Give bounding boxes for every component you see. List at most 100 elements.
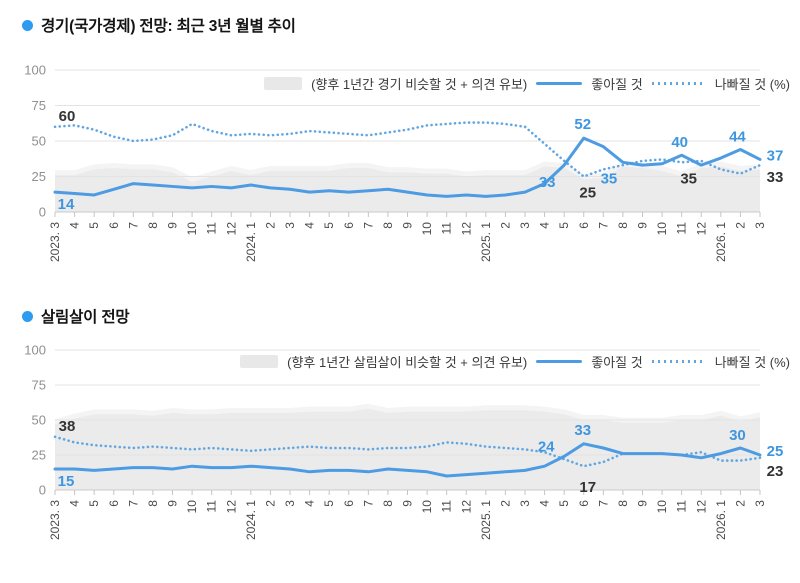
svg-text:25: 25 [32,448,46,463]
band-legend-label: (향후 1년간 경기 비슷할 것 + 의견 유보) [311,77,528,92]
svg-text:2023. 3: 2023. 3 [48,500,62,540]
neutral-band-area [55,166,760,212]
svg-text:11: 11 [205,222,219,235]
svg-text:11: 11 [440,222,454,235]
svg-text:4: 4 [538,500,552,507]
svg-text:3: 3 [753,500,767,507]
good-legend-label: 좋아질 것 [591,355,643,370]
svg-text:12: 12 [694,500,708,514]
svg-text:9: 9 [166,222,180,229]
dotted-line-swatch-icon [651,82,706,85]
svg-text:7: 7 [126,222,140,229]
point-label-15: 15 [58,473,75,490]
svg-text:4: 4 [68,222,82,229]
svg-text:3: 3 [283,222,297,229]
point-label-60: 60 [59,108,76,125]
svg-text:11: 11 [440,500,454,513]
economy-chart-title: 경기(국가경제) 전망: 최근 3년 월별 추이 [22,14,296,36]
svg-text:10: 10 [420,500,434,514]
point-label-14: 14 [58,196,75,213]
svg-text:5: 5 [322,222,336,229]
svg-text:3: 3 [753,222,767,229]
svg-text:11: 11 [675,500,689,513]
svg-text:2: 2 [733,500,747,507]
svg-text:2023. 3: 2023. 3 [48,222,62,262]
band-legend-label: (향후 1년간 살림살이 비슷할 것 + 의견 유보) [287,355,528,370]
point-label-35: 35 [680,170,697,187]
svg-text:3: 3 [518,500,532,507]
x-axis-labels: 2023. 3 4 5 6 7 8 9 10 11 12 2024. 1 2 3 4 5 6 7 8 9 10 11 12… [48,500,767,540]
x-axis-ticks [54,212,761,217]
livelihood-outlook-chart-block: 살림살이 전망 (향후 1년간 살림살이 비슷할 것 + 의견 유보) 좋아질 … [0,295,800,583]
svg-text:9: 9 [401,222,415,229]
svg-text:8: 8 [146,222,160,229]
bullet-icon [22,310,33,322]
svg-text:2024. 1: 2024. 1 [244,500,258,540]
svg-text:12: 12 [459,500,473,514]
data-point-labels: 38 15 24 33 17 30 25 23 [58,418,784,496]
solid-line-swatch-icon [536,360,583,363]
svg-text:100: 100 [24,345,46,358]
svg-text:12: 12 [224,222,238,236]
point-label-30: 30 [729,427,746,444]
svg-text:0: 0 [39,205,46,220]
svg-text:8: 8 [616,500,630,507]
point-label-25: 25 [767,443,784,460]
svg-text:11: 11 [675,222,689,235]
svg-text:6: 6 [342,500,356,507]
bullet-icon [22,19,33,31]
svg-text:7: 7 [596,222,610,229]
svg-text:2025. 1: 2025. 1 [479,222,493,262]
band-swatch-icon [264,77,303,90]
svg-text:10: 10 [420,222,434,236]
svg-text:8: 8 [616,222,630,229]
svg-text:2025. 1: 2025. 1 [479,500,493,540]
svg-text:7: 7 [126,500,140,507]
svg-text:5: 5 [87,500,101,507]
svg-text:2: 2 [263,222,277,229]
band-swatch-icon [240,355,279,368]
svg-text:4: 4 [538,222,552,229]
svg-text:25: 25 [32,169,46,184]
point-label-17: 17 [579,479,596,496]
x-axis-labels: 2023. 3 4 5 6 7 8 9 10 11 12 2024. 1 2 3 4 5 6 7 8 9 10 11 12… [48,222,767,262]
svg-text:10: 10 [655,500,669,514]
svg-text:5: 5 [557,222,571,229]
x-axis-ticks [54,490,761,495]
svg-text:10: 10 [655,222,669,236]
livelihood-chart-title: 살림살이 전망 [22,305,130,327]
point-label-23: 23 [767,463,784,480]
data-point-labels: 60 14 33 52 25 35 40 35 44 37 33 [58,108,784,213]
svg-text:8: 8 [146,500,160,507]
dotted-line-swatch-icon [651,360,706,363]
better-solid-line [53,136,762,198]
svg-text:2026. 1: 2026. 1 [714,500,728,540]
svg-text:9: 9 [636,500,650,507]
point-label-25: 25 [579,185,596,202]
point-label-52: 52 [574,116,591,133]
svg-text:0: 0 [39,483,46,498]
solid-line-swatch-icon [536,82,583,85]
point-label-40: 40 [671,134,688,151]
svg-text:6: 6 [107,500,121,507]
svg-text:10: 10 [185,500,199,514]
svg-text:12: 12 [224,500,238,514]
svg-text:7: 7 [361,222,375,229]
svg-text:5: 5 [87,222,101,229]
economy-chart-legend: (향후 1년간 경기 비슷할 것 + 의견 유보) 좋아질 것 나빠질 것 (%… [264,74,790,93]
svg-text:8: 8 [381,500,395,507]
svg-text:100: 100 [24,63,46,78]
point-label-37: 37 [767,147,784,164]
y-axis-labels: 0 25 50 75 100 [24,345,46,498]
svg-text:2: 2 [498,222,512,229]
svg-text:2: 2 [733,222,747,229]
svg-text:6: 6 [577,500,591,507]
svg-text:2024. 1: 2024. 1 [244,222,258,262]
svg-text:8: 8 [381,222,395,229]
svg-text:6: 6 [107,222,121,229]
svg-text:4: 4 [68,500,82,507]
svg-text:9: 9 [401,500,415,507]
svg-text:6: 6 [342,222,356,229]
svg-text:2026. 1: 2026. 1 [714,222,728,262]
